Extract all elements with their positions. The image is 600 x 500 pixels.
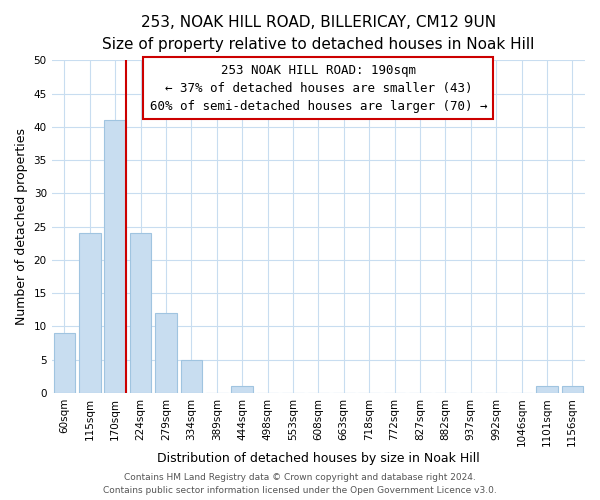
Text: 253 NOAK HILL ROAD: 190sqm
← 37% of detached houses are smaller (43)
60% of semi: 253 NOAK HILL ROAD: 190sqm ← 37% of deta… [149, 64, 487, 112]
Bar [536, 386, 557, 393]
Title: 253, NOAK HILL ROAD, BILLERICAY, CM12 9UN
Size of property relative to detached : 253, NOAK HILL ROAD, BILLERICAY, CM12 9U… [102, 15, 535, 52]
Bar [155, 313, 177, 393]
Bar [79, 233, 101, 393]
Bar [562, 386, 583, 393]
Bar [232, 386, 253, 393]
Bar [53, 333, 75, 393]
Y-axis label: Number of detached properties: Number of detached properties [15, 128, 28, 325]
Bar [130, 233, 151, 393]
Text: Contains HM Land Registry data © Crown copyright and database right 2024.
Contai: Contains HM Land Registry data © Crown c… [103, 474, 497, 495]
Bar [181, 360, 202, 393]
Bar [104, 120, 126, 393]
X-axis label: Distribution of detached houses by size in Noak Hill: Distribution of detached houses by size … [157, 452, 480, 465]
